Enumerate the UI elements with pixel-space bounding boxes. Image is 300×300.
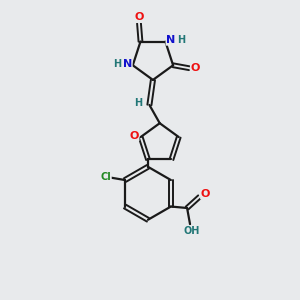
Text: O: O: [190, 63, 200, 73]
Text: O: O: [134, 12, 144, 22]
Text: N: N: [123, 59, 132, 69]
Text: N: N: [166, 35, 175, 45]
Text: H: H: [134, 98, 142, 109]
Text: OH: OH: [183, 226, 200, 236]
Text: H: H: [113, 59, 122, 69]
Text: Cl: Cl: [100, 172, 111, 182]
Text: O: O: [201, 189, 210, 199]
Text: O: O: [130, 130, 139, 141]
Text: H: H: [177, 35, 185, 45]
